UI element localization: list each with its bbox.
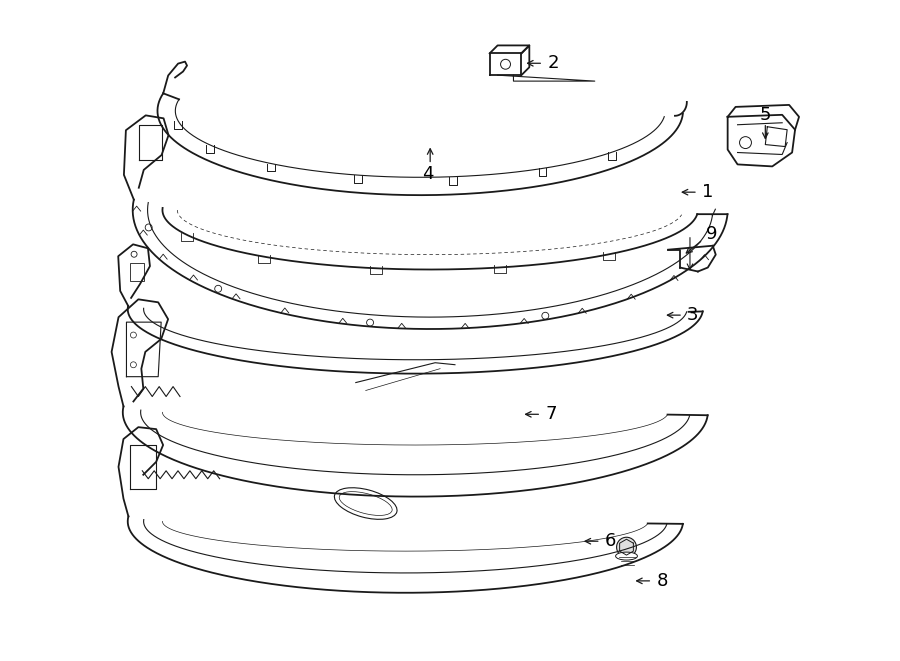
Circle shape xyxy=(500,59,510,69)
Text: 7: 7 xyxy=(545,405,557,423)
Text: 9: 9 xyxy=(706,225,717,243)
Ellipse shape xyxy=(616,552,637,560)
Circle shape xyxy=(616,537,636,557)
Circle shape xyxy=(366,319,373,326)
Text: 5: 5 xyxy=(760,106,771,124)
Circle shape xyxy=(145,224,152,231)
Text: 3: 3 xyxy=(687,306,698,324)
Circle shape xyxy=(542,312,549,319)
Circle shape xyxy=(131,251,137,257)
Text: 2: 2 xyxy=(547,54,559,72)
Text: 8: 8 xyxy=(656,572,668,590)
Text: 6: 6 xyxy=(605,532,617,550)
Circle shape xyxy=(740,137,752,149)
Text: 4: 4 xyxy=(422,165,434,183)
Ellipse shape xyxy=(335,488,397,520)
Circle shape xyxy=(130,362,137,368)
Bar xyxy=(130,263,144,281)
Circle shape xyxy=(130,332,137,338)
Circle shape xyxy=(215,286,221,292)
Text: 1: 1 xyxy=(702,183,713,201)
